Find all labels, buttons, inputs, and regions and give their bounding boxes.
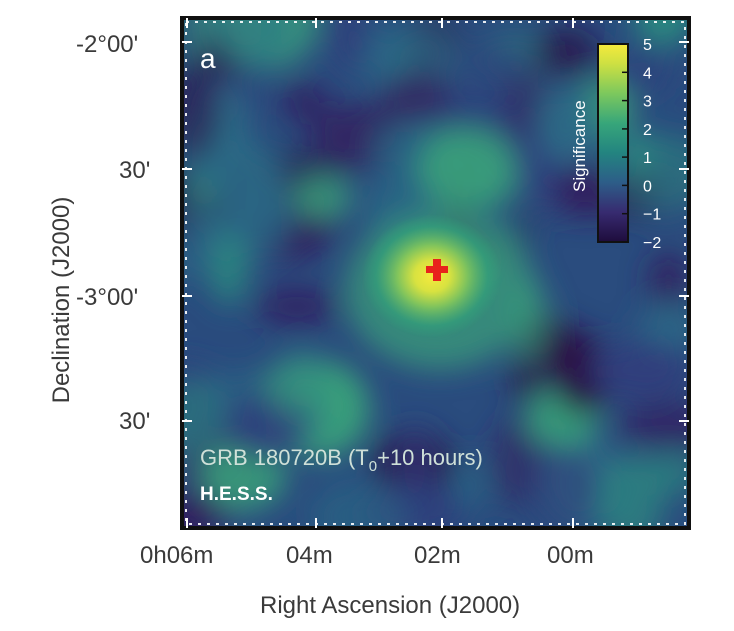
map-frame xyxy=(180,16,691,530)
colorbar-tick-label: 4 xyxy=(643,65,652,82)
colorbar-tick-label: 1 xyxy=(643,150,652,167)
noise-blob xyxy=(350,21,461,92)
noise-blob xyxy=(308,479,407,528)
y-tick-label-2: -3°00' xyxy=(76,284,139,311)
noise-blob xyxy=(417,127,516,211)
noise-blob xyxy=(329,18,370,74)
colorbar-tick-label: 5 xyxy=(643,37,652,54)
colorbar-tick-label: 3 xyxy=(643,94,652,111)
noise-blob xyxy=(509,354,547,404)
colorbar xyxy=(597,43,629,243)
colorbar-tick-label: −2 xyxy=(643,235,661,252)
significance-hotspot xyxy=(362,214,502,338)
x-tick-label-2: 02m xyxy=(414,542,461,569)
noise-blob xyxy=(529,444,600,528)
noise-blob xyxy=(590,340,689,401)
noise-blob xyxy=(452,457,490,511)
instrument-label: H.E.S.S. xyxy=(200,484,273,505)
noise-blob xyxy=(255,286,339,327)
source-annotation-main: GRB 180720B (T xyxy=(200,445,369,470)
colorbar-ticks: 5 4 3 2 1 0 −1 −2 xyxy=(622,37,661,252)
noise-blob xyxy=(393,426,438,493)
tick-marks xyxy=(182,18,689,528)
noise-blob xyxy=(199,443,287,510)
noise-blob xyxy=(611,134,689,212)
noise-blob xyxy=(649,251,688,310)
noise-blob xyxy=(182,492,226,528)
x-tick-label-0: 0h06m xyxy=(140,542,214,569)
y-axis-label: Declination (J2000) xyxy=(48,196,75,404)
source-annotation-tail: +10 hours) xyxy=(377,445,483,470)
y-tick-label-1: 30' xyxy=(119,157,151,184)
colorbar-tick-label: 2 xyxy=(643,122,652,139)
colorbar-tick-label: −1 xyxy=(643,207,661,224)
x-tick-label-1: 04m xyxy=(286,542,333,569)
panel-label: a xyxy=(200,43,216,74)
y-tick-label-0: -2°00' xyxy=(76,31,139,58)
x-axis-label: Right Ascension (J2000) xyxy=(260,592,521,619)
noise-blob xyxy=(182,61,221,162)
noise-blob xyxy=(646,451,689,496)
noise-blob xyxy=(210,142,286,226)
noise-blob xyxy=(551,330,604,413)
noise-blob xyxy=(182,379,225,459)
map-inner-border xyxy=(185,21,686,525)
x-tick-label-3: 00m xyxy=(547,542,594,569)
grb-position-marker xyxy=(426,259,448,281)
noise-blob xyxy=(281,81,329,125)
noise-blob xyxy=(203,18,297,70)
y-tick-label-3: 30' xyxy=(119,408,151,435)
noise-blob xyxy=(633,18,689,46)
colorbar-tick-label: 0 xyxy=(643,178,652,195)
noise-blob xyxy=(261,356,346,416)
noise-blob xyxy=(536,84,599,165)
noise-blob xyxy=(465,42,532,82)
source-annotation: GRB 180720B (T0+10 hours) xyxy=(200,445,483,475)
noise-blob xyxy=(618,401,689,450)
noise-blob xyxy=(291,176,353,220)
noise-blob xyxy=(532,26,600,78)
colorbar-label: Significance xyxy=(570,100,589,192)
noise-blob xyxy=(209,235,248,306)
source-annotation-subscript: 0 xyxy=(369,458,377,475)
